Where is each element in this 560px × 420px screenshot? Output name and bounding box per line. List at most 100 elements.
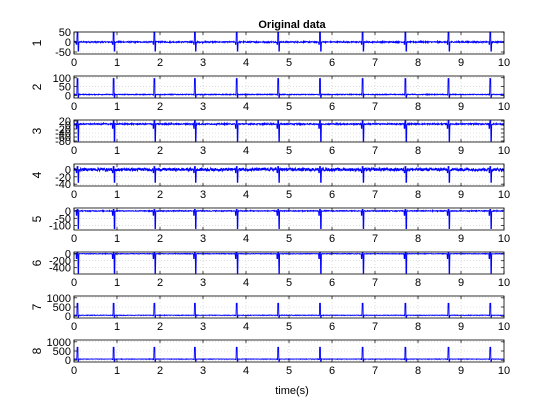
x-tick-label: 0 — [71, 145, 77, 157]
x-tick-label: 10 — [498, 321, 510, 333]
x-tick-label: 0 — [71, 189, 77, 201]
x-tick-label: 2 — [157, 321, 163, 333]
x-tick-label: 8 — [415, 101, 421, 113]
x-tick-label: 3 — [200, 145, 206, 157]
y-tick-label: 0 — [65, 249, 71, 261]
x-tick-label: 0 — [71, 321, 77, 333]
x-tick-label: 7 — [372, 233, 378, 245]
x-tick-label: 7 — [372, 101, 378, 113]
x-tick-label: 10 — [498, 145, 510, 157]
x-tick-label: 8 — [415, 233, 421, 245]
signal-line-3 — [73, 120, 505, 142]
x-tick-label: 2 — [157, 365, 163, 377]
x-tick-label: 1 — [114, 233, 120, 245]
x-tick-label: 9 — [458, 365, 464, 377]
signal-line-5 — [73, 209, 505, 229]
x-tick-label: 9 — [458, 57, 464, 69]
y-tick-label: -50 — [55, 213, 71, 225]
x-tick-label: 8 — [415, 365, 421, 377]
x-tick-label: 9 — [458, 145, 464, 157]
x-tick-label: 3 — [200, 101, 206, 113]
x-tick-label: 2 — [157, 189, 163, 201]
x-tick-label: 1 — [114, 321, 120, 333]
y-axis-label: 2 — [30, 83, 44, 90]
x-tick-label: 10 — [498, 57, 510, 69]
x-tick-label: 8 — [415, 321, 421, 333]
y-tick-label: -40 — [55, 128, 71, 140]
subplot-4: 0 1 2 3 4 5 6 7 8 9 10 -40-200 4 — [30, 163, 510, 201]
y-tick-label: 50 — [59, 82, 71, 94]
y-tick-label: 0 — [65, 165, 71, 177]
x-tick-label: 3 — [200, 189, 206, 201]
x-tick-label: 3 — [200, 365, 206, 377]
x-tick-label: 7 — [372, 57, 378, 69]
x-tick-label: 7 — [372, 277, 378, 289]
x-tick-label: 2 — [157, 145, 163, 157]
axes-background — [74, 296, 504, 318]
x-tick-label: 4 — [243, 321, 249, 333]
y-tick-label: 500 — [53, 346, 71, 358]
y-tick-label: -40 — [55, 179, 71, 191]
x-tick-label: 8 — [415, 57, 421, 69]
signal-line-1 — [73, 31, 505, 52]
x-tick-label: 9 — [458, 277, 464, 289]
y-axis-label: 3 — [30, 127, 44, 134]
x-tick-label: 10 — [498, 233, 510, 245]
chart-title: Original data — [258, 19, 326, 31]
x-tick-label: 1 — [114, 145, 120, 157]
x-tick-label: 0 — [71, 101, 77, 113]
x-tick-label: 8 — [415, 189, 421, 201]
y-axis-label: 7 — [30, 303, 44, 310]
x-tick-label: 7 — [372, 365, 378, 377]
y-tick-label: -20 — [55, 124, 71, 136]
x-tick-label: 9 — [458, 233, 464, 245]
y-tick-label: 0 — [65, 311, 71, 323]
x-tick-label: 5 — [286, 57, 292, 69]
y-tick-label: -20 — [55, 172, 71, 184]
x-tick-label: 4 — [243, 365, 249, 377]
axes-background — [74, 340, 504, 362]
x-tick-label: 5 — [286, 189, 292, 201]
y-axis-label: 8 — [30, 347, 44, 354]
x-tick-label: 0 — [71, 365, 77, 377]
x-tick-label: 2 — [157, 101, 163, 113]
x-tick-label: 1 — [114, 365, 120, 377]
x-tick-label: 7 — [372, 321, 378, 333]
x-tick-label: 6 — [329, 57, 335, 69]
y-tick-label: -100 — [49, 221, 71, 233]
x-tick-label: 10 — [498, 101, 510, 113]
y-tick-label: -50 — [55, 47, 71, 59]
x-tick-label: 6 — [329, 233, 335, 245]
x-tick-label: 6 — [329, 321, 335, 333]
axes-background — [74, 32, 504, 54]
y-tick-label: 0 — [65, 355, 71, 367]
axes-background — [74, 208, 504, 230]
x-tick-label: 5 — [286, 145, 292, 157]
y-axis-label: 6 — [30, 259, 44, 266]
x-tick-label: 3 — [200, 321, 206, 333]
axes-background — [74, 76, 504, 98]
x-tick-label: 10 — [498, 189, 510, 201]
y-axis-label: 5 — [30, 215, 44, 222]
x-tick-label: 0 — [71, 277, 77, 289]
x-tick-label: 5 — [286, 365, 292, 377]
subplot-5: 0 1 2 3 4 5 6 7 8 9 10 -100-500 5 — [30, 206, 510, 245]
x-tick-label: 6 — [329, 101, 335, 113]
y-tick-label: 1000 — [47, 337, 71, 349]
y-tick-label: 100 — [53, 73, 71, 85]
x-tick-label: 5 — [286, 277, 292, 289]
x-tick-label: 9 — [458, 101, 464, 113]
x-tick-label: 1 — [114, 57, 120, 69]
axes-background — [74, 252, 504, 274]
x-tick-label: 4 — [243, 101, 249, 113]
x-tick-label: 4 — [243, 189, 249, 201]
x-tick-label: 8 — [415, 277, 421, 289]
x-axis-label: time(s) — [275, 385, 309, 397]
y-tick-label: 50 — [59, 27, 71, 39]
x-tick-label: 8 — [415, 145, 421, 157]
